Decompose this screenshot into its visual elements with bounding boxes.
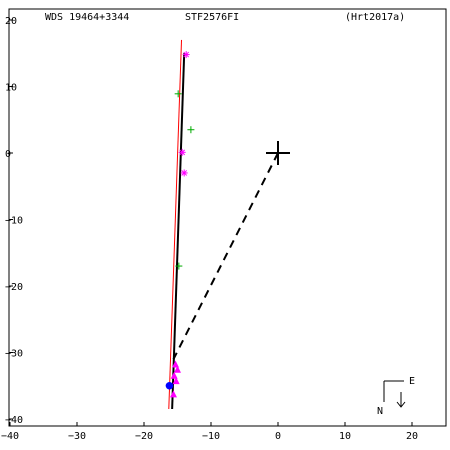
y-tick-label: −20 xyxy=(5,282,23,293)
observation-marks xyxy=(165,51,195,398)
y-tick-label: −40 xyxy=(5,415,23,426)
plus-mark xyxy=(187,126,195,134)
fitted-orbit-line xyxy=(171,53,186,410)
compass-north-label: N xyxy=(377,406,383,417)
plus-mark xyxy=(175,262,183,270)
asterisk-mark xyxy=(180,169,188,177)
y-tick-label: −10 xyxy=(5,216,23,227)
dot-mark xyxy=(165,381,174,390)
plus-mark xyxy=(174,90,182,98)
asterisk-stroke xyxy=(179,149,186,156)
y-tick-label: 20 xyxy=(5,16,17,27)
triangle-mark xyxy=(170,371,178,379)
x-tick-label: 0 xyxy=(275,431,281,442)
orbit-lines xyxy=(168,39,290,410)
triangle-mark xyxy=(171,360,179,368)
y-tick-label: 0 xyxy=(5,149,11,160)
header-reference: (Hrt2017a) xyxy=(345,12,405,23)
y-tick-label: 10 xyxy=(5,83,17,94)
triangle-mark xyxy=(172,377,180,385)
x-tick-label: 10 xyxy=(339,431,351,442)
triangle-mark xyxy=(169,390,177,398)
reference-line xyxy=(168,39,183,410)
axis-ticks: −40 −30 −20 −10 0 10 20 20 10 0 −10 −20 −30 −40 xyxy=(1,16,418,442)
triangle-mark xyxy=(174,365,181,373)
asterisk-mark xyxy=(178,148,186,156)
y-tick-label: −30 xyxy=(5,349,23,360)
asterisk-stroke xyxy=(181,170,188,176)
asterisk-mark xyxy=(182,51,190,59)
x-tick-label: 20 xyxy=(406,431,418,442)
header-system-name: STF2576FI xyxy=(185,12,239,23)
plot-frame xyxy=(8,8,447,427)
compass-east-label: E xyxy=(409,376,415,387)
asterisk-stroke xyxy=(183,51,190,58)
x-tick-label: −20 xyxy=(135,431,153,442)
header-wds-id: WDS 19464+3344 xyxy=(45,12,129,23)
node-line xyxy=(172,152,279,360)
x-tick-label: −40 xyxy=(1,431,19,442)
motion-arrow-head xyxy=(396,401,406,408)
compass: E N xyxy=(377,376,415,417)
x-tick-label: −30 xyxy=(68,431,86,442)
x-tick-label: −10 xyxy=(202,431,220,442)
